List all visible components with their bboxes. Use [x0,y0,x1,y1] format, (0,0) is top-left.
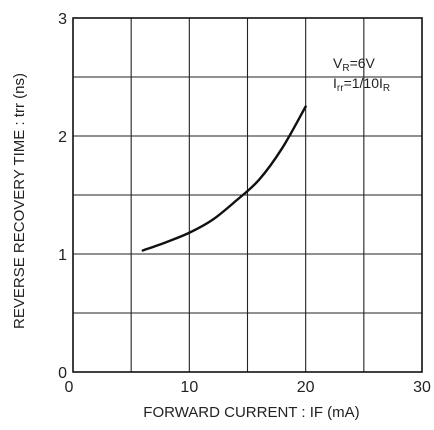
plot-frame [72,17,423,373]
x-tick-label: 10 [180,379,198,396]
condition-annotation: VR=6V Irr=1/10IR [333,55,390,94]
grid-lines [73,18,422,372]
x-tick-label: 30 [413,379,431,396]
annotation-irr-sub: rr [337,83,344,94]
series-line [141,105,307,252]
x-axis-tick-labels: 0 10 20 30 [65,379,431,396]
y-tick-label: 2 [58,129,67,146]
annotation-vr-rest: =6V [350,55,376,71]
y-tick-label: 0 [58,365,67,382]
annotation-irr-rest: =1/10I [344,75,383,91]
annotation-irr-sub2: R [383,83,390,94]
annotation-line-irr: Irr=1/10IR [333,75,390,94]
annotation-irr-main: I [333,75,337,91]
annotation-vr-sub: R [342,63,349,74]
y-axis-tick-labels: 0 1 2 3 [58,11,67,382]
x-tick-label: 20 [297,379,315,396]
annotation-line-vr: VR=6V [333,55,376,74]
annotation-vr-main: V [333,55,343,71]
series-group [141,105,307,252]
x-axis-label: FORWARD CURRENT : IF (mA) [143,404,359,421]
y-axis-label: REVERSE RECOVERY TIME : trr (ns) [11,73,28,329]
y-tick-label: 1 [58,247,67,264]
y-tick-label: 3 [58,11,67,28]
x-tick-label: 0 [65,379,74,396]
